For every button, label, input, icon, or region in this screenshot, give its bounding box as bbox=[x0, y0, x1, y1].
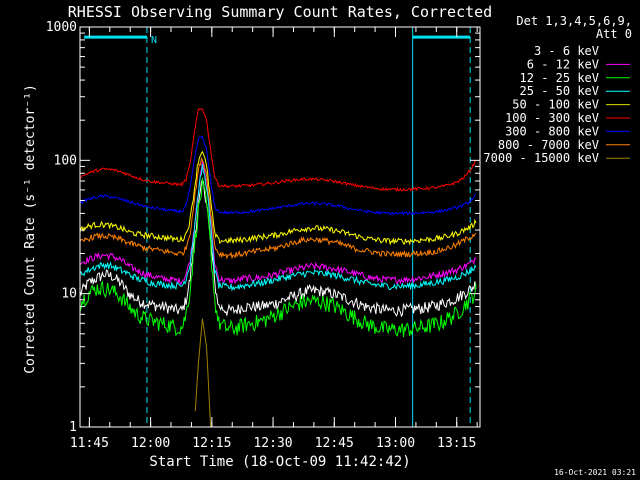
x-axis: 11:45 12:00 12:15 12:30 12:45 13:00 13:15 bbox=[70, 27, 478, 451]
x-tick-label: 12:30 bbox=[253, 436, 292, 451]
plot-frame bbox=[79, 26, 481, 428]
legend-header-line-2: Att 0 bbox=[596, 27, 632, 41]
y-tick-label: 10 bbox=[61, 287, 77, 302]
series-line-6 bbox=[80, 135, 477, 216]
x-axis-label: Start Time (18-Oct-09 11:42:42) bbox=[149, 454, 410, 470]
y-tick-label: 1000 bbox=[46, 20, 77, 35]
legend-label-6: 300 - 800 keV bbox=[505, 124, 599, 138]
series-line-7 bbox=[80, 156, 477, 260]
legend-label-4: 50 - 100 keV bbox=[512, 98, 599, 112]
y-axis-label: Corrected Count Rate (s⁻¹ detector⁻¹) bbox=[23, 84, 38, 374]
series-line-4 bbox=[80, 150, 477, 246]
y-axis: 1 10 100 1000 bbox=[46, 20, 480, 435]
legend-header-line-1: Det 1,3,4,5,6,9, bbox=[516, 14, 632, 28]
series-lines bbox=[80, 108, 477, 427]
chart-title: RHESSI Observing Summary Count Rates, Co… bbox=[68, 3, 492, 21]
series-line-5 bbox=[80, 108, 477, 193]
legend-label-8: 7000 - 15000 keV bbox=[483, 151, 599, 165]
x-tick-label: 13:00 bbox=[376, 436, 415, 451]
x-tick-label: 11:45 bbox=[70, 436, 109, 451]
legend-label-0: 3 - 6 keV bbox=[534, 44, 599, 58]
series-line-2 bbox=[80, 177, 477, 338]
series-line-8 bbox=[194, 318, 212, 427]
generation-timestamp: 16-Oct-2021 03:21 bbox=[554, 468, 636, 477]
series-line-3 bbox=[80, 164, 477, 292]
legend-label-3: 25 - 50 keV bbox=[520, 84, 599, 98]
y-tick-label: 1 bbox=[69, 420, 77, 435]
series-line-1 bbox=[80, 160, 477, 286]
x-tick-label: 12:00 bbox=[131, 436, 170, 451]
x-tick-label: 12:45 bbox=[315, 436, 354, 451]
x-tick-label: 13:15 bbox=[437, 436, 476, 451]
series-line-0 bbox=[80, 178, 477, 318]
night-marker-label: N bbox=[151, 35, 157, 46]
legend-label-7: 800 - 7000 keV bbox=[498, 138, 599, 152]
legend-label-5: 100 - 300 keV bbox=[505, 111, 599, 125]
x-tick-label: 12:15 bbox=[192, 436, 231, 451]
legend-label-1: 6 - 12 keV bbox=[527, 57, 599, 71]
y-tick-label: 100 bbox=[54, 153, 77, 168]
legend-label-2: 12 - 25 keV bbox=[520, 71, 599, 85]
